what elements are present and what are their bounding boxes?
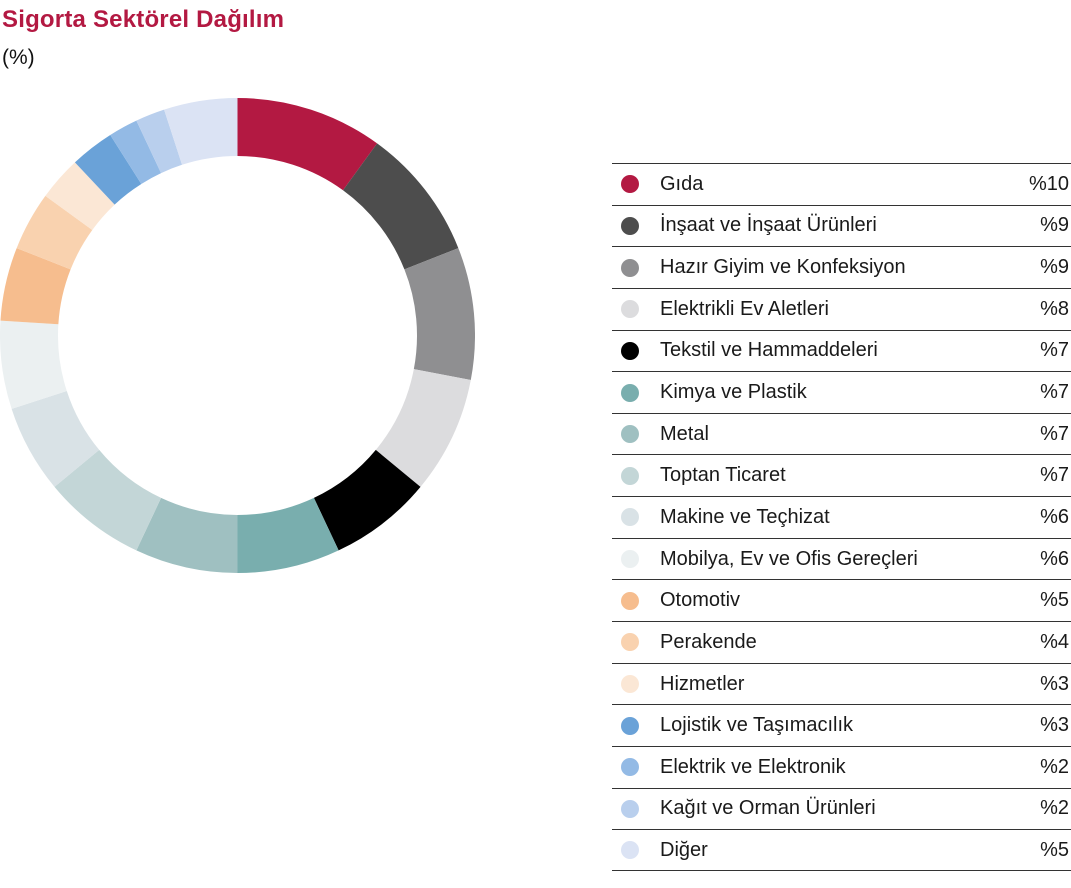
donut-slice-3 [375, 369, 471, 487]
legend-row: Makine ve Teçhizat %6 [612, 496, 1071, 538]
legend-color-dot [621, 425, 639, 444]
legend-row: Tekstil ve Hammaddeleri %7 [612, 329, 1071, 372]
legend-label: Mobilya, Ev ve Ofis Gereçleri [660, 547, 918, 570]
legend-label: Makine ve Teçhizat [660, 505, 830, 528]
legend-label: Toptan Ticaret [660, 464, 786, 487]
legend-value: %2 [1040, 797, 1069, 820]
legend-label: Diğer [660, 838, 708, 861]
legend-row: İnşaat ve İnşaat Ürünleri %9 [612, 204, 1071, 247]
legend-value: %3 [1040, 714, 1069, 737]
legend-value: %8 [1040, 297, 1069, 320]
donut-slice-10 [0, 248, 71, 325]
donut-slice-5 [237, 497, 339, 573]
legend-label: Metal [660, 422, 709, 445]
legend-color-dot [621, 841, 639, 860]
legend-label: Elektrikli Ev Aletleri [660, 297, 829, 320]
legend-value: %9 [1040, 256, 1069, 279]
page-title: Sigorta Sektörel Dağılım [2, 6, 285, 33]
donut-slice-16 [164, 98, 238, 165]
legend-row: Elektrik ve Elektronik %2 [612, 745, 1071, 788]
legend-row: Perakende %4 [612, 621, 1071, 663]
legend-label: İnşaat ve İnşaat Ürünleri [660, 214, 877, 237]
legend-color-dot [621, 383, 639, 402]
legend-label: Kimya ve Plastik [660, 381, 807, 404]
legend-value: %9 [1040, 214, 1069, 237]
legend-label: Hizmetler [660, 672, 745, 695]
donut-slice-0 [237, 98, 378, 191]
legend-value: %6 [1040, 505, 1069, 528]
donut-slice-12 [45, 162, 115, 230]
legend-label: Hazır Giyim ve Konfeksiyon [660, 256, 906, 279]
page-subtitle: (%) [2, 46, 35, 69]
legend-value: %10 [1028, 172, 1069, 195]
legend-row: Diğer %5 [612, 829, 1071, 871]
legend-row: Toptan Ticaret %7 [612, 454, 1071, 496]
donut-slice-13 [74, 134, 142, 205]
legend-color-dot [621, 550, 639, 569]
legend-value: %7 [1040, 339, 1069, 362]
legend-color-dot [621, 508, 639, 527]
donut-chart [0, 98, 476, 574]
donut-slice-15 [136, 109, 183, 174]
legend-color-dot [621, 300, 639, 319]
donut-slice-7 [54, 449, 162, 551]
legend-color-dot [621, 799, 639, 818]
legend-label: Kağıt ve Orman Ürünleri [660, 797, 876, 820]
legend-row: Hazır Giyim ve Konfeksiyon %9 [612, 246, 1071, 288]
legend-color-dot [621, 591, 639, 610]
legend-row: Metal %7 [612, 412, 1071, 455]
legend-color-dot [621, 216, 639, 235]
legend-value: %6 [1040, 547, 1069, 570]
legend-color-dot [621, 175, 639, 194]
legend-color-dot [621, 716, 639, 735]
donut-slice-1 [343, 143, 459, 270]
legend-row: Gıda %10 [612, 163, 1071, 205]
legend-row: Kağıt ve Orman Ürünleri %2 [612, 787, 1071, 830]
legend-color-dot [621, 758, 639, 777]
legend-color-dot [621, 341, 639, 360]
legend-row: Kimya ve Plastik %7 [612, 371, 1071, 413]
donut-slice-11 [16, 195, 93, 270]
donut-slice-14 [110, 120, 162, 184]
legend-label: Elektrik ve Elektronik [660, 755, 846, 778]
legend-color-dot [621, 633, 639, 652]
legend-value: %2 [1040, 755, 1069, 778]
legend-value: %7 [1040, 464, 1069, 487]
legend-label: Perakende [660, 630, 757, 653]
legend-label: Tekstil ve Hammaddeleri [660, 339, 878, 362]
legend-color-dot [621, 258, 639, 277]
donut-slice-6 [136, 497, 238, 573]
legend-row: Otomotiv %5 [612, 579, 1071, 621]
legend-value: %3 [1040, 672, 1069, 695]
legend-value: %7 [1040, 422, 1069, 445]
legend-row: Elektrikli Ev Aletleri %8 [612, 287, 1071, 330]
legend-label: Lojistik ve Taşımacılık [660, 714, 854, 737]
legend-color-dot [621, 675, 639, 693]
legend-label: Otomotiv [660, 589, 741, 612]
donut-slice-8 [11, 390, 100, 487]
legend-color-dot [621, 466, 639, 485]
donut-chart-svg [0, 98, 476, 573]
legend-value: %5 [1040, 838, 1069, 861]
legend-value: %5 [1040, 589, 1069, 612]
donut-slice-9 [0, 320, 67, 409]
legend-table: Gıda %10 İnşaat ve İnşaat Ürünleri %9 Hazır … [612, 163, 1071, 871]
legend-value: %4 [1040, 630, 1069, 653]
donut-slice-4 [313, 449, 421, 551]
legend-row: Lojistik ve Taşımacılık %3 [612, 704, 1071, 746]
legend-row: Hizmetler %3 [612, 662, 1071, 705]
legend-row: Mobilya, Ev ve Ofis Gereçleri %6 [612, 537, 1071, 580]
legend-label: Gıda [660, 172, 704, 195]
donut-slice-2 [404, 248, 476, 381]
legend-value: %7 [1040, 381, 1069, 404]
